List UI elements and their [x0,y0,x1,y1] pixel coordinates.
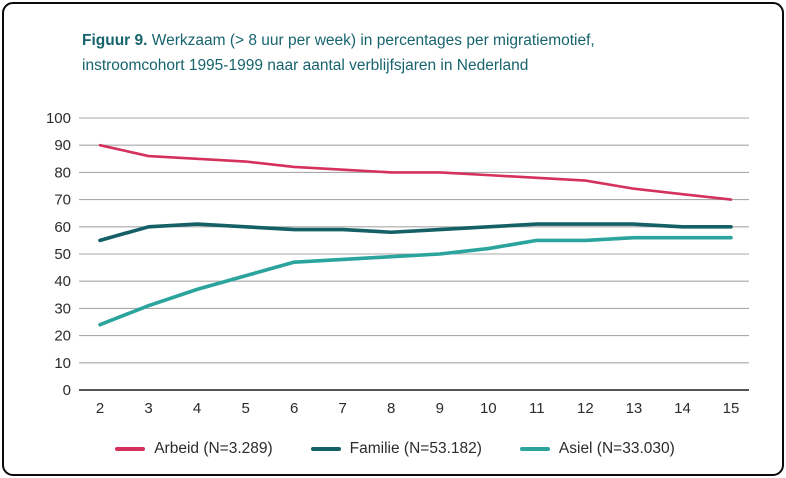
x-tick-label: 15 [723,400,740,417]
line-chart: 0 10 20 30 40 50 60 70 80 90 100 2 3 4 5 6 7 8 9 10 11 12 13 14… [46,110,749,417]
x-tick-label: 10 [480,400,497,417]
y-tick-label: 40 [54,273,71,290]
x-tick-label: 14 [674,400,691,417]
x-tick-label: 2 [96,400,104,417]
x-tick-label: 5 [241,400,249,417]
legend-swatch-arbeid [115,447,146,451]
y-tick-label: 60 [54,219,71,236]
series-line-arbeid [98,143,733,201]
series-line-familie [98,222,733,243]
x-tick-label: 6 [290,400,298,417]
legend-item-arbeid: Arbeid (N=3.289) [115,440,273,458]
y-tick-label: 100 [46,110,71,127]
x-tick-label: 13 [626,400,643,417]
legend-label-arbeid: Arbeid (N=3.289) [154,440,273,457]
x-tick-label: 11 [529,400,545,417]
x-tick-label: 12 [577,400,594,417]
legend-item-asiel: Asiel (N=33.030) [519,440,675,458]
legend-swatch-familie [310,447,341,451]
y-tick-label: 90 [54,137,71,154]
y-tick-label: 10 [54,355,71,372]
figure-title: Figuur 9. Werkzaam (> 8 uur per week) in… [82,28,670,78]
y-tick-label: 50 [54,246,71,263]
legend-label-asiel: Asiel (N=33.030) [558,440,675,457]
legend-item-familie: Familie (N=53.182) [310,440,482,458]
y-tick-label: 70 [54,192,71,209]
x-tick-label: 8 [387,400,395,417]
x-tick-label: 7 [339,400,347,417]
legend-label-familie: Familie (N=53.182) [349,440,482,457]
figure-number-label: Figuur 9. [82,32,148,49]
figure-title-text: Werkzaam (> 8 uur per week) in percentag… [82,32,595,74]
y-tick-label: 0 [63,382,71,399]
y-tick-label: 80 [54,164,71,181]
legend-swatch-asiel [519,447,550,451]
y-tick-label: 30 [54,300,71,317]
x-tick-label: 4 [193,400,201,417]
x-tick-label: 3 [144,400,152,417]
y-tick-label: 20 [54,328,71,345]
x-tick-label: 9 [436,400,444,417]
chart-legend: Arbeid (N=3.289) Familie (N=53.182) Asie… [4,440,782,458]
series-line-asiel [98,235,733,327]
